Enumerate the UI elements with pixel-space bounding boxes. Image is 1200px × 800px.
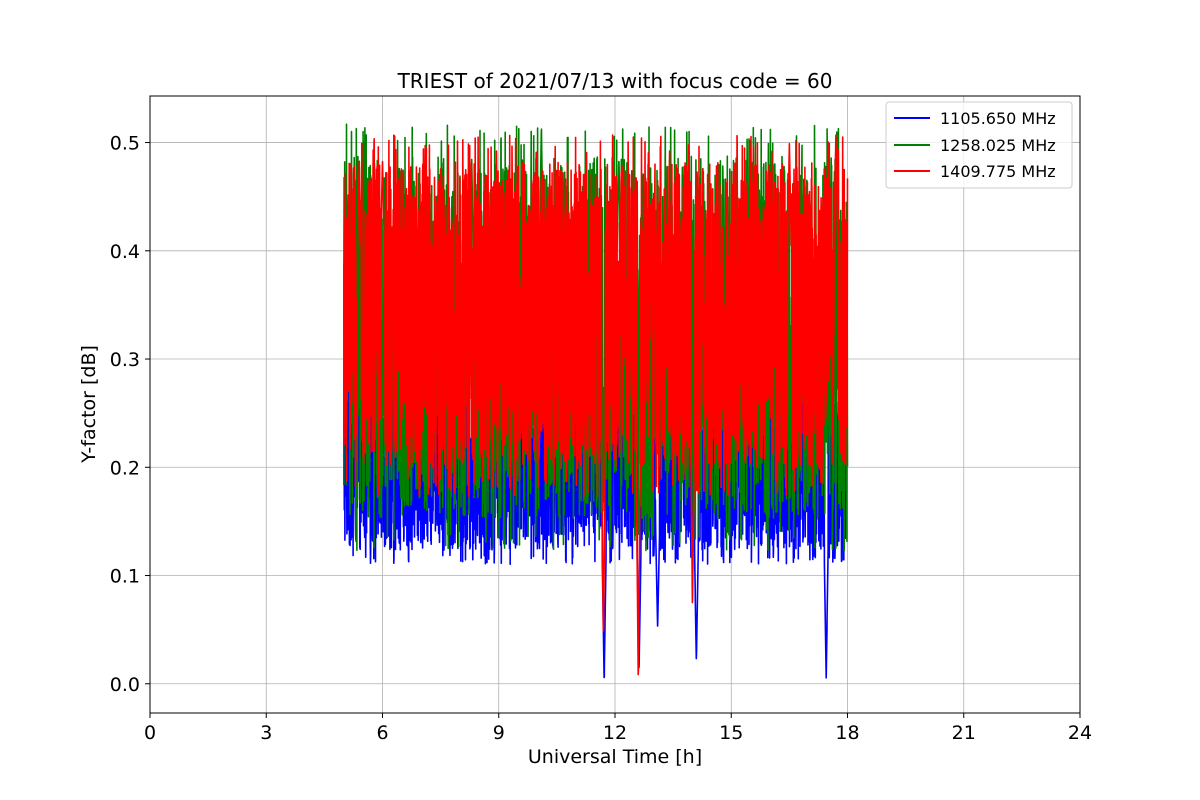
x-tick-label-6: 18 — [835, 722, 859, 744]
x-tick-label-4: 12 — [603, 722, 627, 744]
x-tick-label-5: 15 — [719, 722, 743, 744]
x-axis: 0 3 6 9 12 15 18 21 24 — [144, 713, 1092, 744]
legend-label-2: 1409.775 MHz — [940, 162, 1056, 181]
x-tick-label-8: 24 — [1068, 722, 1092, 744]
legend-box — [885, 101, 1073, 189]
legend: 1105.650 MHz 1258.025 MHz 1409.775 MHz — [885, 101, 1073, 189]
y-tick-label-2: 0.2 — [110, 457, 140, 479]
y-tick-label-1: 0.1 — [110, 566, 140, 588]
legend-label-1: 1258.025 MHz — [940, 136, 1056, 155]
series-line-2 — [343, 134, 849, 676]
x-tick-label-2: 6 — [376, 722, 388, 744]
y-tick-label-0: 0.0 — [110, 674, 140, 696]
series-layer — [343, 123, 849, 679]
x-tick-label-0: 0 — [144, 722, 156, 744]
y-axis: 0.0 0.1 0.2 0.3 0.4 0.5 — [110, 133, 150, 696]
y-tick-label-4: 0.4 — [110, 241, 140, 263]
x-axis-label: Universal Time [h] — [528, 746, 702, 768]
y-axis-label: Y-factor [dB] — [78, 345, 100, 464]
y-tick-label-3: 0.3 — [110, 349, 140, 371]
chart-title: TRIEST of 2021/07/13 with focus code = 6… — [397, 69, 833, 93]
y-tick-label-5: 0.5 — [110, 133, 140, 155]
x-tick-label-1: 3 — [260, 722, 272, 744]
x-tick-label-3: 9 — [493, 722, 505, 744]
legend-label-0: 1105.650 MHz — [940, 109, 1056, 128]
x-tick-label-7: 21 — [952, 722, 976, 744]
